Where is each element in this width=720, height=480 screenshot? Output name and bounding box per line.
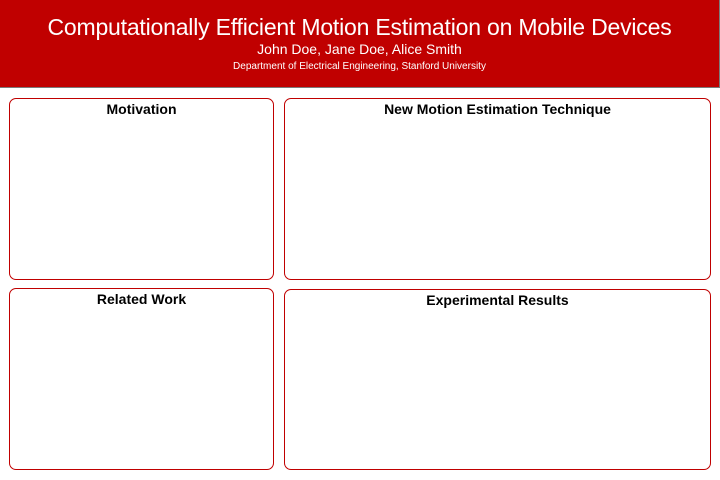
section-motivation: Motivation: [9, 98, 274, 280]
poster-affiliation: Department of Electrical Engineering, St…: [233, 61, 486, 72]
poster-authors: John Doe, Jane Doe, Alice Smith: [257, 41, 462, 57]
section-experimental-results-heading: Experimental Results: [426, 292, 569, 308]
section-new-technique: New Motion Estimation Technique: [284, 98, 711, 280]
poster-title: Computationally Efficient Motion Estimat…: [47, 14, 672, 40]
section-motivation-heading: Motivation: [106, 101, 177, 117]
section-new-technique-heading: New Motion Estimation Technique: [384, 101, 611, 117]
section-experimental-results: Experimental Results: [284, 289, 711, 470]
section-related-work-heading: Related Work: [96, 291, 187, 307]
section-related-work: Related Work: [9, 288, 274, 470]
poster-header: Computationally Efficient Motion Estimat…: [0, 0, 720, 88]
